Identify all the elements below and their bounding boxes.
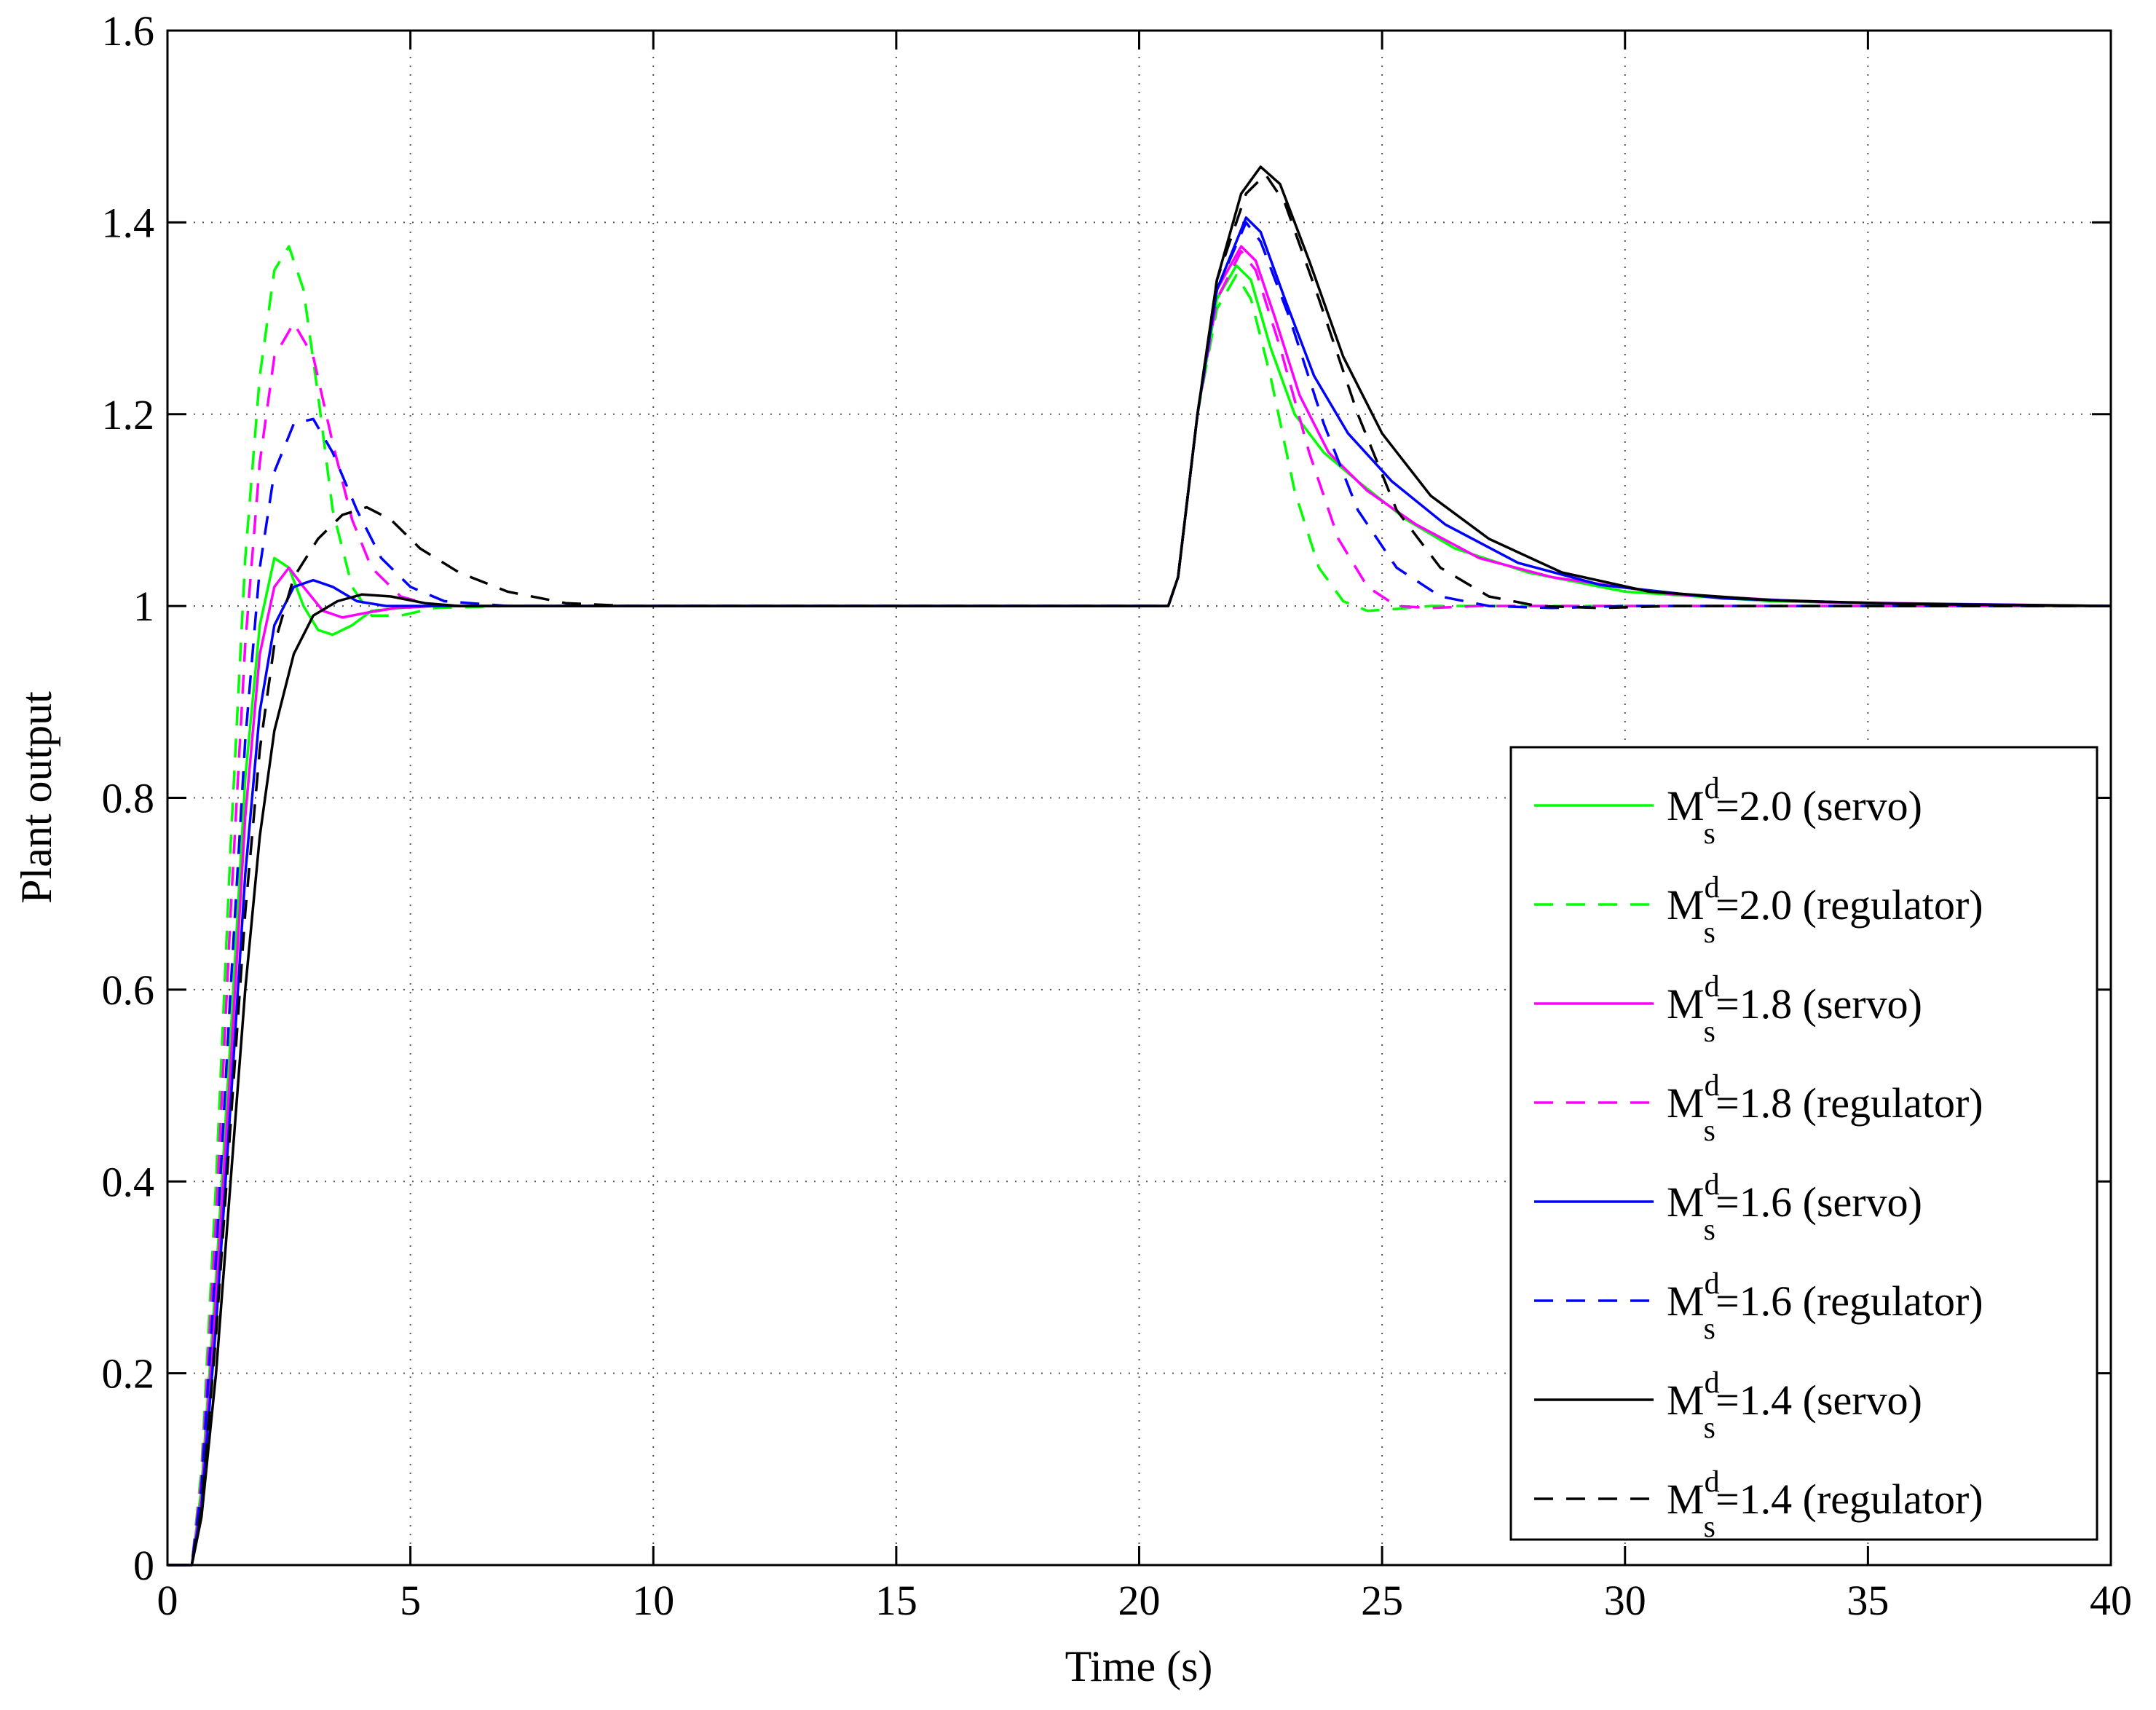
series-line-7 [167, 173, 2111, 1567]
legend-label: Md s=1.4 (regulator) [1667, 1465, 1983, 1544]
y-tick-label: 1.6 [102, 7, 155, 55]
y-tick-label: 1 [133, 583, 154, 630]
legend: Md s=2.0 (servo) Md s=2.0 (regulator) Md s=1.… [1509, 746, 2098, 1544]
legend-label: Md s=1.8 (regulator) [1667, 1069, 1983, 1148]
y-tick-label: 0.2 [102, 1350, 155, 1398]
x-tick-label: 25 [1361, 1577, 1403, 1624]
legend-label: Md s=2.0 (regulator) [1667, 871, 1983, 950]
series-line-1 [167, 245, 2111, 1567]
y-axis-tick-labels: 0 0.2 0.4 0.6 0.8 1 1.2 1.4 1.6 [102, 7, 155, 1589]
legend-label: Md s=2.0 (servo) [1667, 772, 1922, 851]
legend-label: Md s=1.6 (regulator) [1667, 1267, 1983, 1346]
axis-ticks [166, 29, 2112, 1567]
x-tick-label: 15 [875, 1577, 917, 1624]
y-tick-label: 0.6 [102, 966, 155, 1014]
x-axis-tick-labels: 0 5 10 15 20 25 30 35 40 [157, 1577, 2133, 1624]
legend-label: Md s=1.6 (servo) [1667, 1168, 1922, 1247]
x-axis-title: Time (s) [1065, 1642, 1213, 1690]
series-curves [167, 165, 2112, 1567]
y-tick-label: 0 [133, 1542, 154, 1589]
y-axis-title: Plant output [12, 691, 60, 904]
x-tick-label: 5 [400, 1577, 421, 1624]
y-tick-label: 1.4 [102, 199, 155, 246]
y-tick-label: 0.8 [102, 775, 155, 822]
x-tick-label: 30 [1604, 1577, 1646, 1624]
x-tick-label: 0 [157, 1577, 178, 1624]
y-tick-label: 1.2 [102, 391, 155, 438]
legend-label: Md s=1.8 (servo) [1667, 970, 1922, 1049]
x-tick-label: 20 [1118, 1577, 1161, 1624]
x-tick-label: 40 [2090, 1577, 2132, 1624]
x-tick-label: 10 [632, 1577, 674, 1624]
legend-box [1509, 746, 2098, 1541]
x-tick-label: 35 [1847, 1577, 1889, 1624]
y-tick-label: 0.4 [102, 1158, 155, 1205]
legend-label: Md s=1.4 (servo) [1667, 1366, 1922, 1445]
